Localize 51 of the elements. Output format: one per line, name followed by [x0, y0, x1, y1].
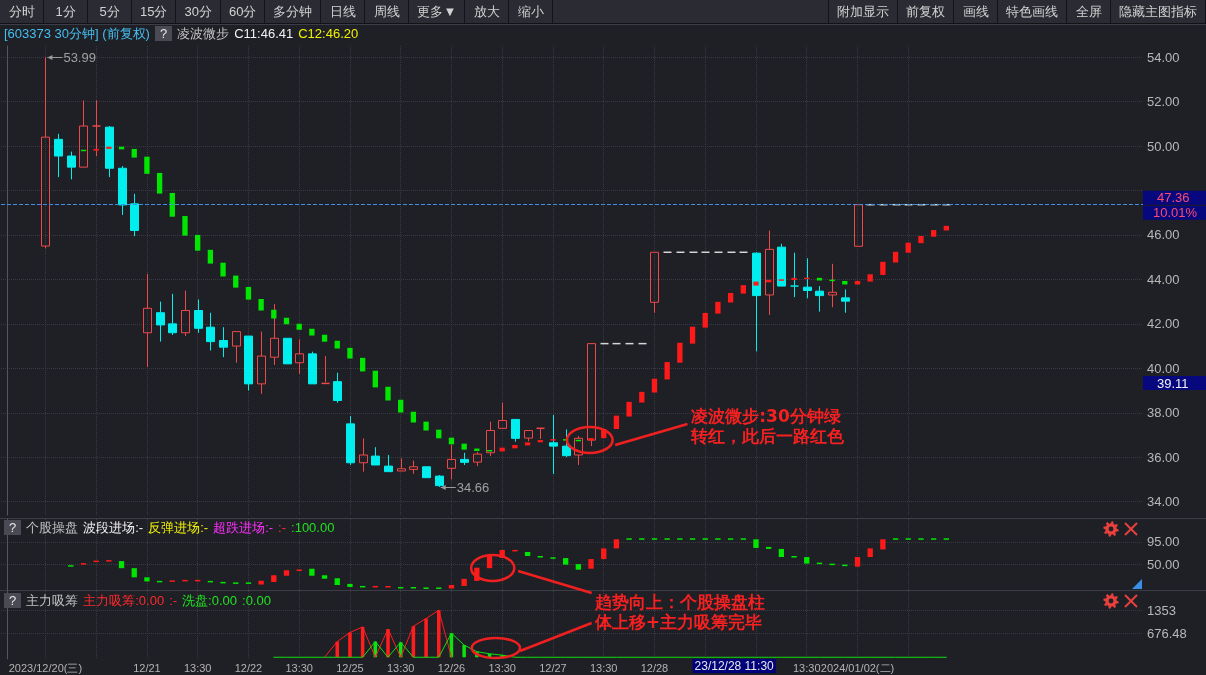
- x-tick-label: 12/28: [640, 661, 669, 674]
- annotation: 趋势向上：个股操盘柱体上移+主力吸筹完毕: [593, 592, 765, 632]
- annotation: 反弹进场:-: [148, 520, 209, 535]
- annotation: 53.99: [63, 50, 96, 65]
- x-tick-label: 13:30: [589, 661, 618, 674]
- y-tick-label: 36.00: [1147, 449, 1180, 465]
- x-tick-label: 13:30: [386, 661, 415, 674]
- annotation: :0.00: [242, 593, 271, 608]
- x-tick-label: 12/21: [133, 661, 161, 674]
- x-tick-label: 12/26: [437, 661, 466, 674]
- x-tick-label: 12/22: [234, 661, 263, 674]
- y-tick-label: 34.00: [1147, 494, 1180, 510]
- x-tick-label: 12/25: [336, 661, 364, 674]
- y-tick-label: 38.00: [1147, 405, 1180, 421]
- y-tick-label: 44.00: [1147, 271, 1180, 287]
- annotation: 凌波微步:30分钟绿转红，此后一路红色: [690, 406, 846, 446]
- y-tick-label: 95.00: [1147, 534, 1180, 550]
- x-tick-label: 13:30: [183, 661, 212, 674]
- x-tick-label: 13:30: [792, 661, 821, 674]
- x-tick-label: 2024/01/02(二): [820, 661, 895, 674]
- y-tick-label: 676.48: [1147, 626, 1187, 642]
- annotation: :100.00: [291, 520, 335, 535]
- text: C12:46.20: [298, 26, 359, 41]
- x-tick-label: 13:30: [488, 661, 516, 674]
- text: 23/12/28 11:30: [694, 659, 775, 673]
- text: 凌波微步: [177, 26, 230, 41]
- ref-line-label: 47.36: [1157, 190, 1190, 206]
- y-tick-label: 1353: [1147, 602, 1176, 618]
- y-tick-label: 52.00: [1147, 94, 1180, 110]
- annotation: 34.66: [456, 480, 490, 495]
- annotation: 超跌进场:-: [213, 520, 274, 535]
- y-tick-label: 42.00: [1147, 316, 1180, 332]
- chart-title: 主力吸筹: [26, 593, 79, 608]
- annotation: :-: [169, 593, 178, 608]
- chart-title: 个股操盘: [26, 520, 79, 535]
- annotation: 主力吸筹:0.00: [83, 593, 165, 608]
- x-tick-label: 2023/12/20(三): [8, 661, 83, 674]
- text: 10.01%: [1153, 205, 1198, 221]
- text: 39.11: [1157, 375, 1189, 391]
- y-tick-label: 40.00: [1147, 360, 1180, 376]
- y-tick-label: 54.00: [1147, 49, 1180, 65]
- x-tick-label: 13:30: [285, 661, 313, 674]
- chart-title: [603373 30分钟] (前复权): [4, 26, 150, 41]
- y-tick-label: 50.00: [1147, 557, 1180, 573]
- x-tick-label: 12/27: [539, 661, 567, 674]
- annotation: :-: [278, 520, 287, 535]
- text: C11:46.41: [234, 26, 294, 41]
- annotation: 洗盘:0.00: [182, 593, 238, 608]
- y-tick-label: 50.00: [1147, 138, 1180, 154]
- y-tick-label: 46.00: [1147, 227, 1180, 243]
- annotation: 波段进场:-: [83, 520, 144, 535]
